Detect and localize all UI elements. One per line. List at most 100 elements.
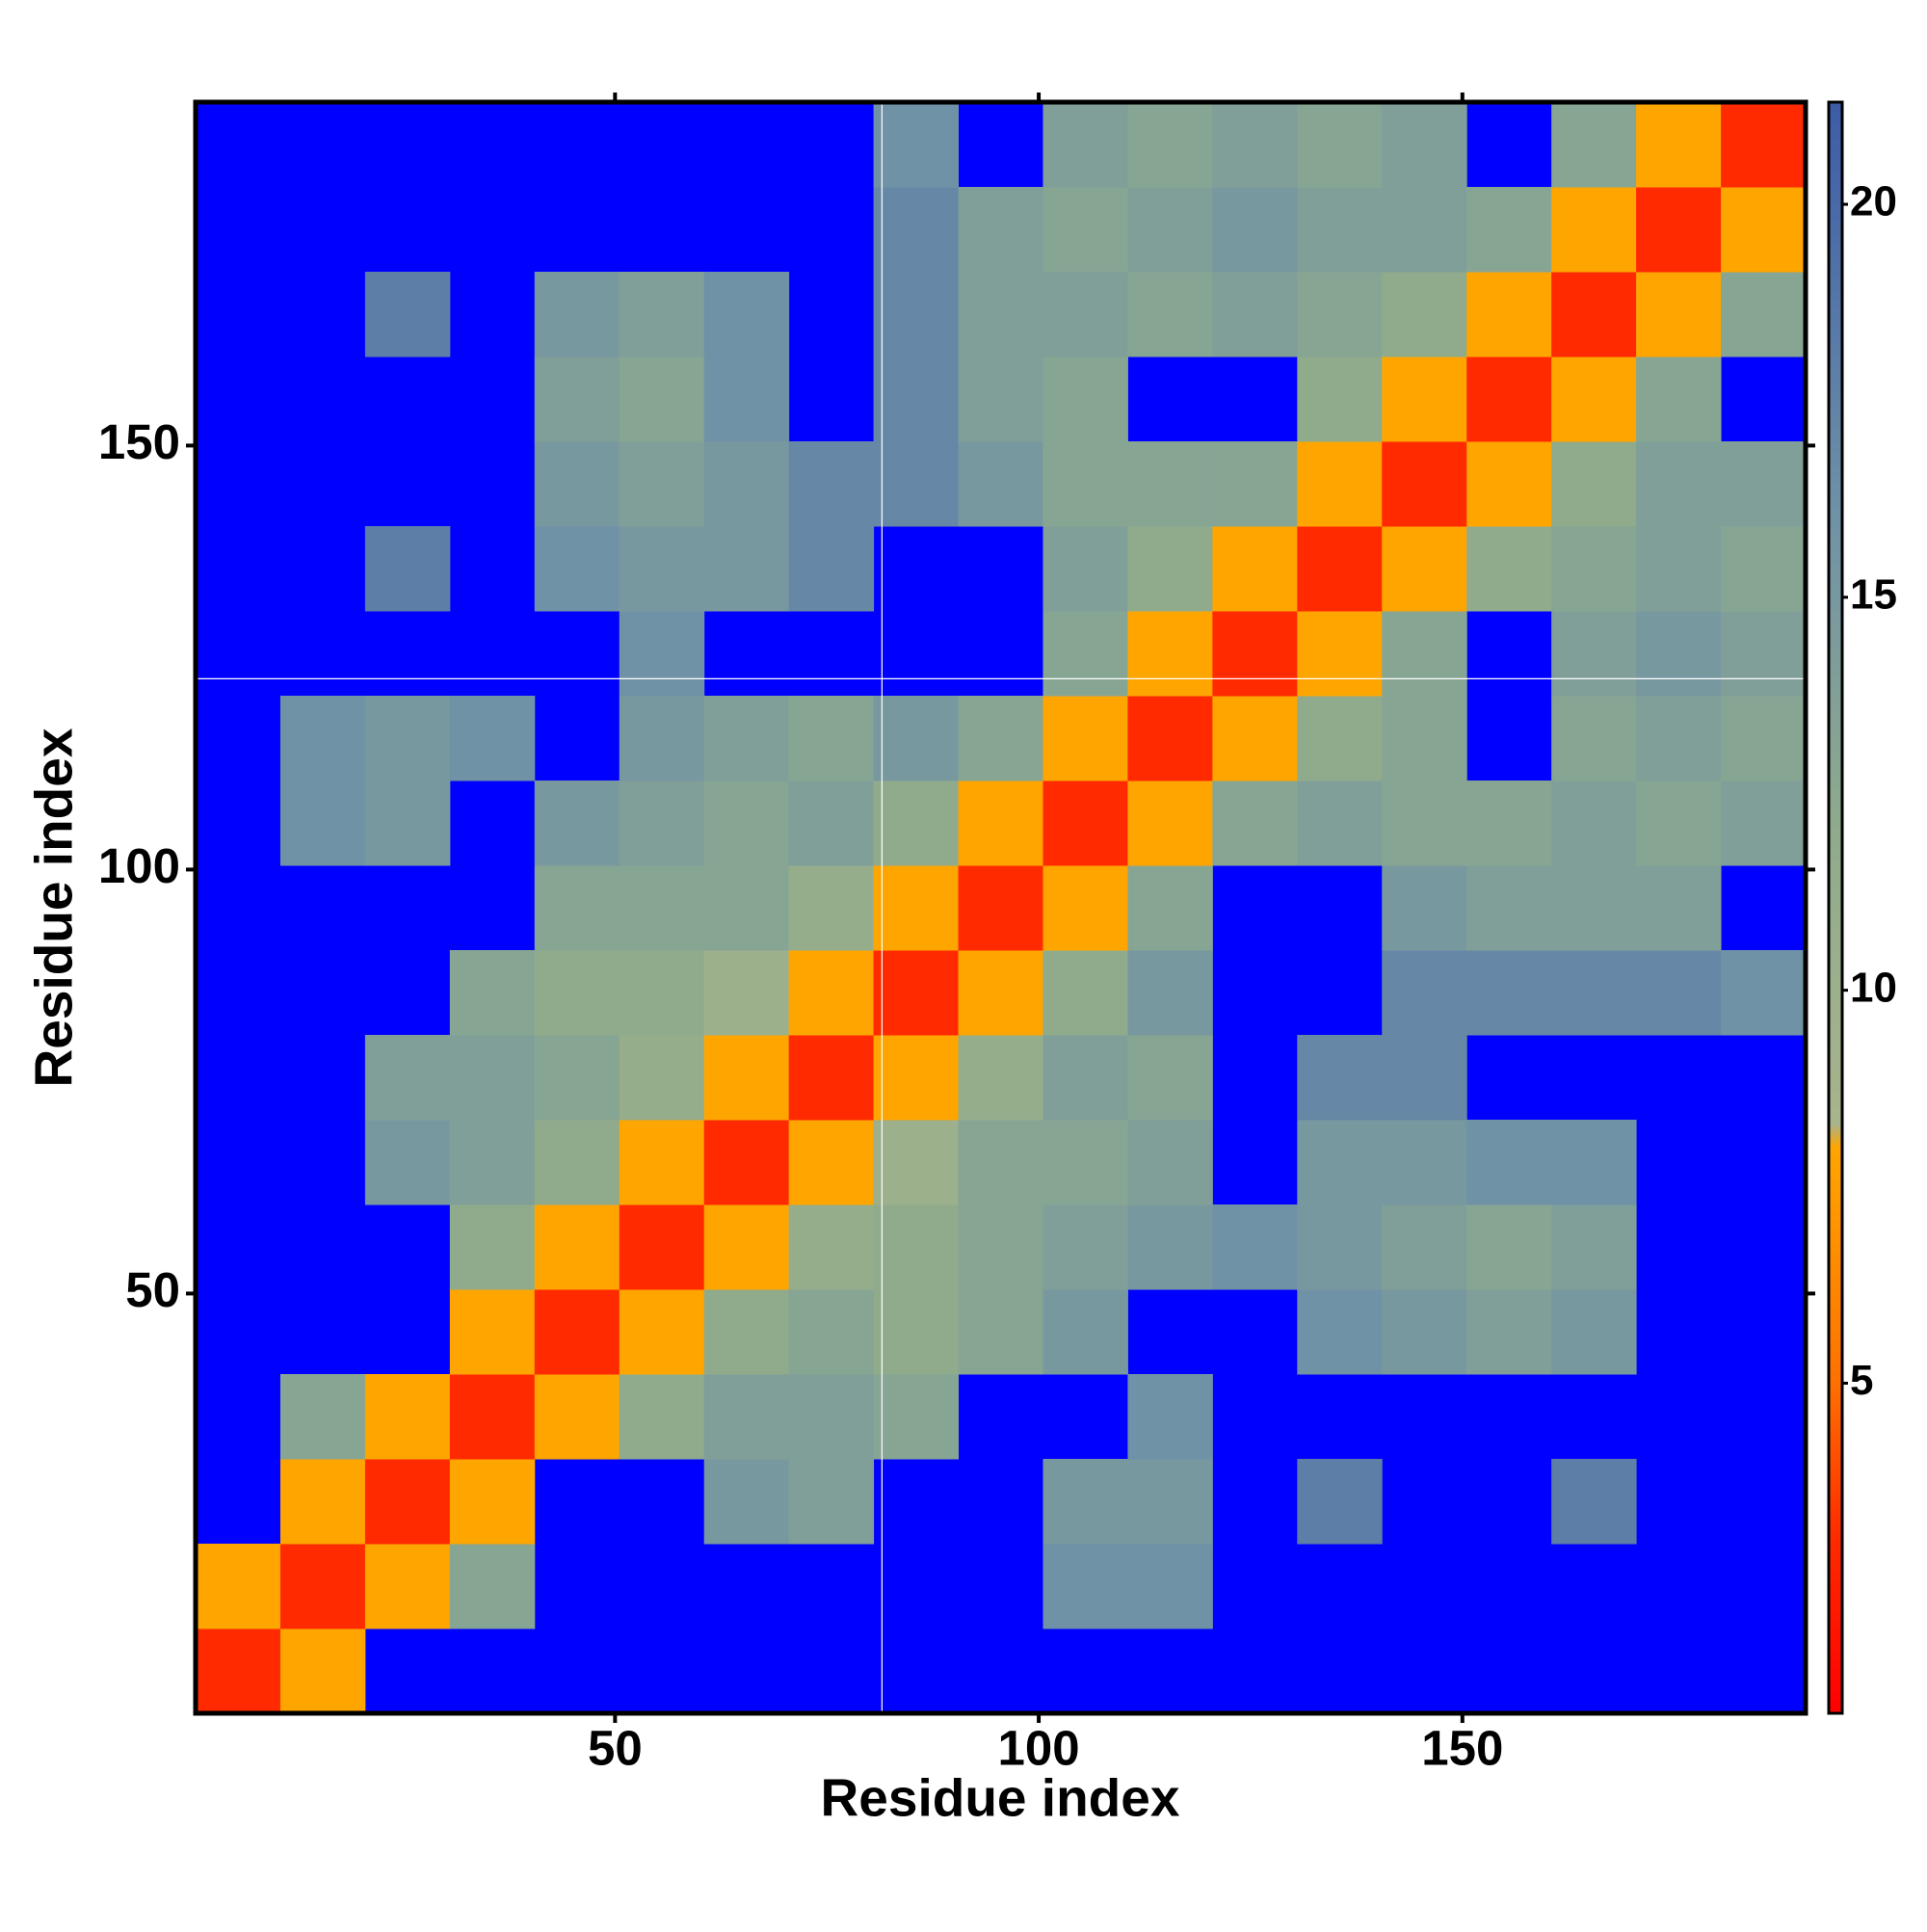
heatmap-cell — [703, 950, 790, 1036]
heatmap-cell — [1127, 1035, 1213, 1121]
heatmap-cell — [534, 526, 620, 612]
heatmap-cell — [196, 1628, 281, 1714]
heatmap-cell — [364, 1035, 451, 1121]
heatmap-cell — [1551, 357, 1637, 442]
heatmap-cell — [619, 1120, 705, 1205]
heatmap-cell — [873, 1204, 960, 1290]
heatmap-cell — [279, 1459, 366, 1545]
heatmap-cell — [1127, 1374, 1213, 1460]
heatmap-cell — [1212, 272, 1298, 357]
heatmap-cell — [1551, 865, 1637, 951]
heatmap-cell — [1721, 102, 1807, 188]
heatmap-cell — [1551, 272, 1637, 357]
heatmap-cell — [1382, 357, 1467, 442]
heatmap-cell — [619, 526, 705, 612]
colorbar-tick-label: 15 — [1850, 570, 1897, 618]
heatmap-cell — [449, 1459, 536, 1545]
heatmap-cell — [1382, 441, 1467, 527]
heatmap-cell — [534, 950, 620, 1036]
heatmap-cell — [958, 1120, 1043, 1205]
heatmap-cell — [1382, 611, 1467, 697]
heatmap-cell — [619, 865, 705, 951]
heatmap-cell — [873, 102, 960, 188]
heatmap-cell — [1043, 102, 1128, 188]
heatmap-cell — [788, 441, 875, 527]
heatmap-cell — [364, 1459, 451, 1545]
heatmap-cell — [873, 357, 960, 442]
heatmap-cell — [1382, 187, 1467, 273]
heatmap-cell — [1043, 1544, 1128, 1629]
x-tick-label: 100 — [998, 1720, 1080, 1775]
heatmap-cell — [703, 526, 790, 612]
heatmap-cell — [703, 1459, 790, 1545]
heatmap-cell — [1127, 441, 1213, 527]
heatmap-cell — [1297, 1035, 1383, 1121]
heatmap-cell — [1127, 950, 1213, 1036]
heatmap-cell — [1551, 611, 1637, 697]
heatmap-cell — [1636, 102, 1722, 188]
heatmap-cell — [703, 357, 790, 442]
heatmap-cell — [873, 696, 960, 781]
heatmap-cell — [1212, 441, 1298, 527]
heatmap-cell — [703, 1035, 790, 1121]
heatmap-cell — [1212, 187, 1298, 273]
heatmap-cell — [1212, 696, 1298, 781]
colorbar-tick-label: 20 — [1850, 178, 1897, 225]
heatmap-cell — [534, 1374, 620, 1460]
heatmap-cell — [703, 272, 790, 357]
heatmap-cell — [619, 781, 705, 866]
heatmap-cell — [364, 1120, 451, 1205]
heatmap-cell — [1127, 102, 1213, 188]
heatmap-cell — [1127, 865, 1213, 951]
heatmap-cell — [279, 781, 366, 866]
heatmap-cell — [1297, 611, 1383, 697]
heatmap-cell — [1127, 526, 1213, 612]
y-axis-label: Residue index — [24, 728, 84, 1087]
heatmap-cell — [1043, 1120, 1128, 1205]
heatmap-cell — [1212, 781, 1298, 866]
heatmap-cell — [1636, 272, 1722, 357]
heatmap-cell — [1297, 187, 1383, 273]
heatmap-cell — [1382, 1035, 1467, 1121]
plot-frame — [193, 99, 1808, 1716]
heatmap-cell — [1636, 781, 1722, 866]
heatmap-cell — [534, 272, 620, 357]
heatmap-cell — [1297, 441, 1383, 527]
heatmap-cell — [196, 1544, 281, 1629]
heatmap-cell — [449, 1204, 536, 1290]
heatmap-cell — [958, 1204, 1043, 1290]
heatmap-cell — [703, 1289, 790, 1375]
y-tick-label: 100 — [98, 838, 180, 893]
heatmap-cell — [1127, 1204, 1213, 1290]
heatmap-cell — [1551, 1459, 1637, 1545]
heatmap-cell — [1043, 272, 1128, 357]
heatmap-cell — [1297, 1289, 1383, 1375]
colorbar-tick-label: 5 — [1850, 1357, 1873, 1404]
heatmap-cell — [1721, 526, 1807, 612]
heatmap-cell — [1551, 102, 1637, 188]
heatmap-cell — [534, 1120, 620, 1205]
heatmap-cell — [1127, 696, 1213, 781]
heatmap-cell — [958, 441, 1043, 527]
heatmap-cell — [1043, 441, 1128, 527]
heatmap-cell — [1212, 611, 1298, 697]
heatmap-cell — [703, 1120, 790, 1205]
heatmap-cell — [279, 1628, 366, 1714]
heatmap-cell — [1127, 1459, 1213, 1545]
heatmap-cell — [873, 441, 960, 527]
heatmap-cell — [1551, 781, 1637, 866]
heatmap-cell — [1636, 357, 1722, 442]
heatmap-cell — [1636, 441, 1722, 527]
heatmap-cell — [1382, 865, 1467, 951]
heatmap-cell — [1551, 441, 1637, 527]
heatmap-cell — [788, 950, 875, 1036]
heatmap-cell — [703, 781, 790, 866]
heatmap-cell — [1212, 1204, 1298, 1290]
heatmap-cell — [958, 1035, 1043, 1121]
colorbar-tick-label: 10 — [1850, 964, 1897, 1011]
heatmap-cell — [873, 1374, 960, 1460]
heatmap-cell — [873, 1120, 960, 1205]
heatmap-cell — [449, 1120, 536, 1205]
heatmap-cell — [1636, 526, 1722, 612]
heatmap-cell — [364, 1544, 451, 1629]
